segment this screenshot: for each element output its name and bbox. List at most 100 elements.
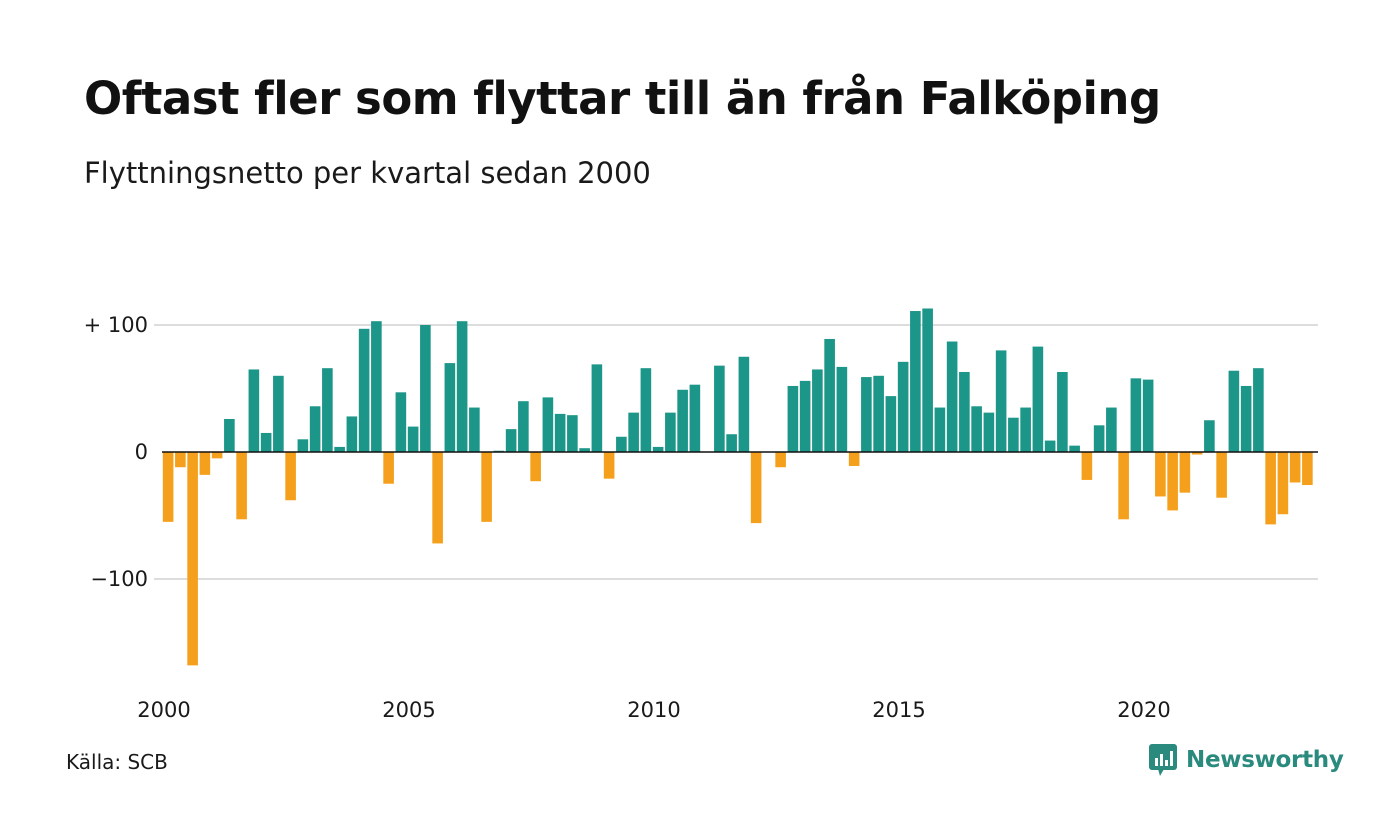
bar xyxy=(309,406,321,452)
bar xyxy=(1253,368,1264,452)
bar xyxy=(1130,378,1142,452)
bar xyxy=(444,363,456,452)
bar xyxy=(542,397,554,452)
bar xyxy=(285,452,296,501)
bar xyxy=(297,439,309,452)
bar xyxy=(579,448,590,452)
bar xyxy=(616,436,627,452)
bar xyxy=(1118,452,1129,520)
bar xyxy=(873,375,884,452)
bar xyxy=(971,406,982,452)
chart-title: Oftast fler som flyttar till än från Fal… xyxy=(84,72,1161,125)
bar xyxy=(1240,385,1252,452)
bar xyxy=(995,350,1007,452)
x-tick-label: 2020 xyxy=(1117,698,1170,722)
bar xyxy=(1057,371,1068,452)
x-tick-label: 2005 xyxy=(382,698,435,722)
bar xyxy=(726,434,737,452)
bar xyxy=(334,446,345,452)
bar xyxy=(1204,420,1215,452)
bar xyxy=(1302,452,1313,486)
bar xyxy=(1179,452,1191,493)
brand-name: Newsworthy xyxy=(1186,747,1344,773)
bar xyxy=(1228,370,1240,452)
bar xyxy=(162,452,174,522)
bar xyxy=(175,452,186,468)
grid-layer xyxy=(154,324,1318,580)
bar xyxy=(910,311,921,452)
bar xyxy=(689,384,701,452)
bar xyxy=(1093,425,1105,452)
y-tick-label: + 100 xyxy=(84,313,148,337)
bar xyxy=(812,369,823,452)
bar xyxy=(1277,452,1289,515)
bar xyxy=(1142,379,1154,452)
bar xyxy=(1069,445,1080,452)
bar xyxy=(211,452,223,459)
bar xyxy=(591,364,603,452)
bar xyxy=(1020,407,1031,452)
bar xyxy=(787,385,799,452)
axis-layer: + 100 0 −100 2000 2005 2010 2015 2020 xyxy=(84,313,1318,722)
bar xyxy=(481,452,492,522)
bar xyxy=(640,368,652,452)
bar xyxy=(420,325,431,452)
chart-subtitle: Flyttningsnetto per kvartal sedan 2000 xyxy=(84,156,651,190)
bar xyxy=(383,452,394,484)
bar xyxy=(1008,417,1019,452)
bar xyxy=(1106,407,1117,452)
bar xyxy=(897,361,909,452)
bar xyxy=(603,452,615,479)
bar xyxy=(273,375,284,452)
bar xyxy=(885,396,897,452)
bar xyxy=(714,365,725,452)
bar xyxy=(1265,452,1276,525)
bar xyxy=(983,412,995,452)
bar xyxy=(628,412,639,452)
bar xyxy=(395,392,407,452)
bar xyxy=(652,446,664,452)
bar xyxy=(665,412,676,452)
bar xyxy=(1032,346,1044,452)
bar xyxy=(799,380,811,452)
bar xyxy=(407,426,419,452)
bar xyxy=(554,413,566,452)
bar xyxy=(1081,452,1093,480)
bar xyxy=(775,452,786,468)
bar xyxy=(346,416,358,452)
x-tick-label: 2015 xyxy=(872,698,925,722)
bar xyxy=(260,432,272,452)
bar xyxy=(1289,452,1301,483)
bar xyxy=(1155,452,1166,497)
newsworthy-logo-icon xyxy=(1149,744,1177,776)
bar-layer xyxy=(162,308,1313,666)
bar xyxy=(432,452,443,544)
bar xyxy=(358,328,370,452)
bar xyxy=(946,341,958,452)
bar xyxy=(248,369,260,452)
y-tick-label: 0 xyxy=(135,440,148,464)
bar xyxy=(1216,452,1227,498)
source-note: Källa: SCB xyxy=(66,750,168,774)
y-tick-label: −100 xyxy=(90,567,148,591)
bar xyxy=(530,452,541,482)
bar xyxy=(567,415,578,452)
bar xyxy=(861,377,872,452)
bar xyxy=(677,389,688,452)
bar xyxy=(1191,452,1203,455)
bar xyxy=(236,452,247,520)
bar xyxy=(959,371,970,452)
bar xyxy=(371,321,382,452)
bar xyxy=(848,452,860,466)
bar xyxy=(934,407,946,452)
bar xyxy=(505,429,517,452)
bar xyxy=(836,366,848,452)
x-tick-label: 2010 xyxy=(627,698,680,722)
bar xyxy=(922,308,933,452)
x-tick-label: 2000 xyxy=(137,698,190,722)
bar xyxy=(518,401,529,452)
bar xyxy=(1044,440,1056,452)
bar xyxy=(199,452,211,475)
bar xyxy=(469,407,480,452)
